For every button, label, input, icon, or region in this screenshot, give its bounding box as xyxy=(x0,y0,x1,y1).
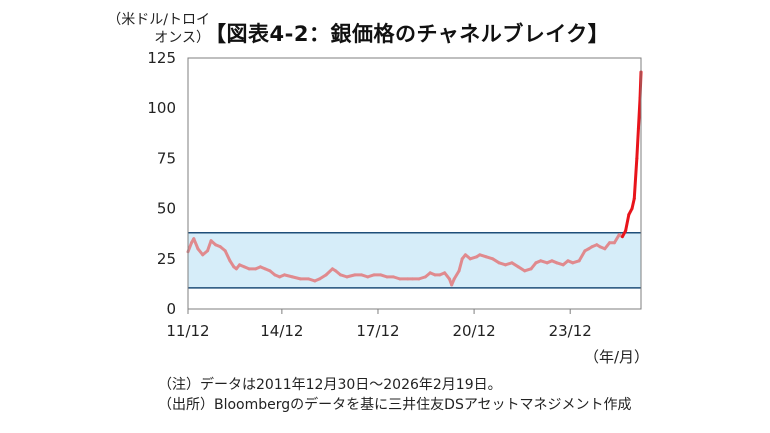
series-segment xyxy=(624,213,631,233)
x-tick-label: 23/12 xyxy=(549,322,592,340)
y-tick-label: 50 xyxy=(157,200,176,218)
x-axis-ticks: 11/12 14/12 17/12 20/12 23/12 xyxy=(166,309,592,340)
y-axis-ticks: 0 25 50 75 100 125 xyxy=(147,49,176,318)
x-tick-label: 11/12 xyxy=(166,322,209,340)
y-tick-label: 25 xyxy=(157,250,176,268)
y-tick-label: 100 xyxy=(147,99,176,117)
series-segment xyxy=(612,233,621,245)
x-tick-label: 20/12 xyxy=(452,322,495,340)
series-segment xyxy=(457,257,464,273)
x-tick-label: 17/12 xyxy=(356,322,399,340)
y-tick-label: 75 xyxy=(157,149,176,167)
x-axis-unit-label: （年/月） xyxy=(584,348,650,366)
footnote-data-period: （注）データは2011年12月30日～2026年2月19日。 xyxy=(158,377,502,393)
series-segment xyxy=(192,237,200,251)
chart-title: 【図表4-2：銀価格のチャネルブレイク】 xyxy=(205,22,610,46)
series-segment xyxy=(452,269,461,281)
series-segment xyxy=(636,96,642,130)
series-segment xyxy=(635,126,640,160)
y-tick-label: 0 xyxy=(166,300,176,318)
series-segment xyxy=(632,156,639,201)
y-axis-unit-label: （米ドル/トロイオンス） xyxy=(107,12,210,46)
x-tick-label: 14/12 xyxy=(260,322,303,340)
plot-area-frame xyxy=(187,57,642,310)
series-segment xyxy=(186,241,194,254)
series-segment xyxy=(630,197,636,211)
y-tick-label: 125 xyxy=(147,49,176,67)
series-segment xyxy=(577,249,587,263)
footnote-source: （出所）Bloombergのデータを基に三井住友DSアセットマネジメント作成 xyxy=(158,397,632,413)
series-segment xyxy=(223,249,232,263)
series-segment xyxy=(206,239,213,253)
